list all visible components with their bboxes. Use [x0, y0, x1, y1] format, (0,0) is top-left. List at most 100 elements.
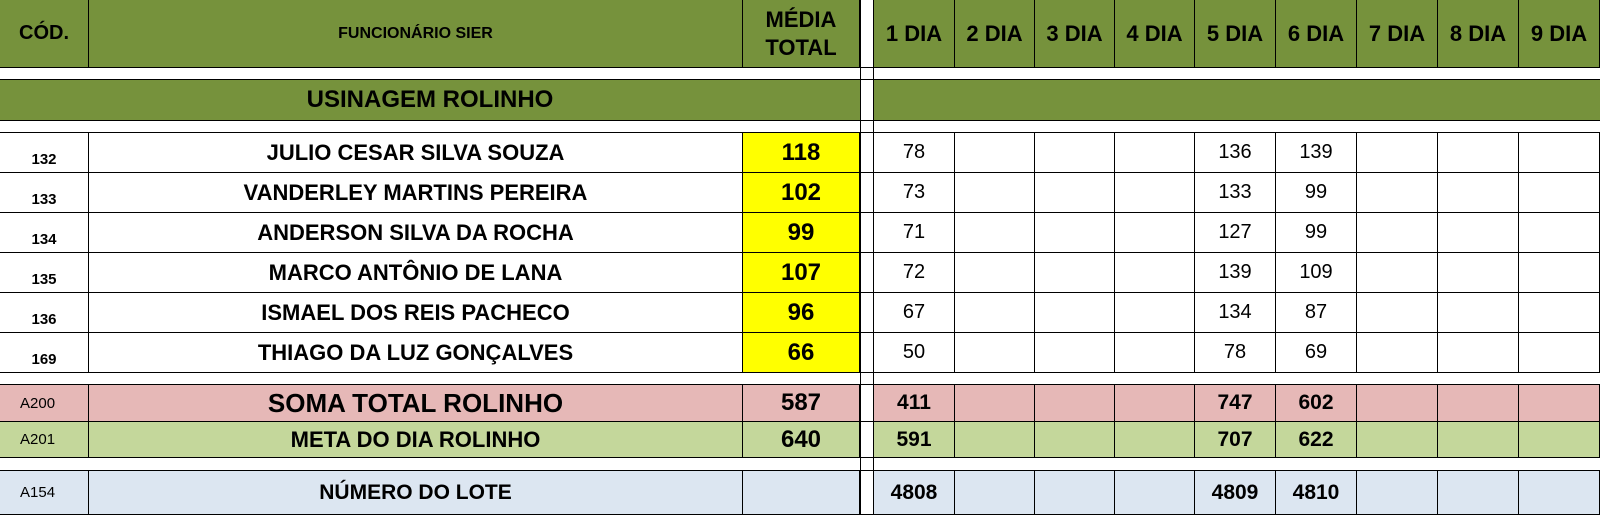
- lote-day-value[interactable]: [1519, 471, 1600, 514]
- employee-day-value[interactable]: [1519, 133, 1600, 172]
- employee-day-value[interactable]: 78: [874, 133, 955, 172]
- employee-day-value[interactable]: [955, 253, 1035, 292]
- employee-name[interactable]: MARCO ANTÔNIO DE LANA: [89, 253, 743, 292]
- meta-day-value[interactable]: [1035, 422, 1115, 457]
- lote-day-value[interactable]: [1115, 471, 1195, 514]
- employee-name[interactable]: JULIO CESAR SILVA SOUZA: [89, 133, 743, 172]
- employee-day-value[interactable]: 71: [874, 213, 955, 252]
- employee-day-value[interactable]: [1519, 293, 1600, 332]
- header-day-3[interactable]: 3 DIA: [1035, 0, 1115, 67]
- employee-day-value[interactable]: [1438, 293, 1519, 332]
- employee-day-value[interactable]: 99: [1276, 173, 1357, 212]
- soma-day-value[interactable]: [1438, 385, 1519, 421]
- employee-day-value[interactable]: [1519, 253, 1600, 292]
- lote-cod[interactable]: A154: [0, 471, 89, 514]
- header-day-9[interactable]: 9 DIA: [1519, 0, 1600, 67]
- employee-name[interactable]: VANDERLEY MARTINS PEREIRA: [89, 173, 743, 212]
- employee-day-value[interactable]: 139: [1195, 253, 1276, 292]
- employee-day-value[interactable]: [1357, 213, 1438, 252]
- employee-day-value[interactable]: 67: [874, 293, 955, 332]
- meta-day-value[interactable]: 622: [1276, 422, 1357, 457]
- employee-day-value[interactable]: [1519, 333, 1600, 372]
- lote-day-value[interactable]: [1438, 471, 1519, 514]
- header-funcionario[interactable]: FUNCIONÁRIO SIER: [89, 0, 743, 67]
- meta-day-value[interactable]: [1438, 422, 1519, 457]
- soma-day-value[interactable]: 747: [1195, 385, 1276, 421]
- employee-day-value[interactable]: [1357, 333, 1438, 372]
- soma-media[interactable]: 587: [743, 385, 860, 421]
- employee-day-value[interactable]: 133: [1195, 173, 1276, 212]
- employee-day-value[interactable]: [1115, 253, 1195, 292]
- employee-day-value[interactable]: [955, 173, 1035, 212]
- employee-day-value[interactable]: [955, 293, 1035, 332]
- header-cod[interactable]: CÓD.: [0, 0, 89, 67]
- meta-day-value[interactable]: 591: [874, 422, 955, 457]
- lote-label[interactable]: NÚMERO DO LOTE: [89, 471, 743, 514]
- employee-media[interactable]: 66: [743, 333, 860, 372]
- employee-day-value[interactable]: [1115, 333, 1195, 372]
- soma-day-value[interactable]: [1115, 385, 1195, 421]
- employee-cod[interactable]: 136: [0, 293, 89, 332]
- employee-day-value[interactable]: [1357, 173, 1438, 212]
- employee-day-value[interactable]: [955, 333, 1035, 372]
- employee-day-value[interactable]: 69: [1276, 333, 1357, 372]
- employee-day-value[interactable]: [1438, 133, 1519, 172]
- header-day-1[interactable]: 1 DIA: [874, 0, 955, 67]
- employee-day-value[interactable]: 139: [1276, 133, 1357, 172]
- employee-cod[interactable]: 169: [0, 333, 89, 372]
- meta-day-value[interactable]: [1115, 422, 1195, 457]
- meta-day-value[interactable]: [1357, 422, 1438, 457]
- employee-day-value[interactable]: [1357, 253, 1438, 292]
- employee-day-value[interactable]: 109: [1276, 253, 1357, 292]
- soma-cod[interactable]: A200: [0, 385, 89, 421]
- employee-day-value[interactable]: [1035, 133, 1115, 172]
- employee-media[interactable]: 96: [743, 293, 860, 332]
- employee-name[interactable]: THIAGO DA LUZ GONÇALVES: [89, 333, 743, 372]
- employee-day-value[interactable]: 72: [874, 253, 955, 292]
- soma-day-value[interactable]: [1357, 385, 1438, 421]
- employee-day-value[interactable]: 99: [1276, 213, 1357, 252]
- employee-day-value[interactable]: [1035, 333, 1115, 372]
- employee-day-value[interactable]: [1035, 173, 1115, 212]
- header-media-total[interactable]: MÉDIA TOTAL: [743, 0, 860, 67]
- employee-day-value[interactable]: 87: [1276, 293, 1357, 332]
- employee-day-value[interactable]: 136: [1195, 133, 1276, 172]
- employee-media[interactable]: 118: [743, 133, 860, 172]
- header-day-8[interactable]: 8 DIA: [1438, 0, 1519, 67]
- lote-day-value[interactable]: [1035, 471, 1115, 514]
- soma-day-value[interactable]: [1035, 385, 1115, 421]
- meta-day-value[interactable]: [955, 422, 1035, 457]
- lote-media[interactable]: [743, 471, 860, 514]
- employee-day-value[interactable]: [1357, 293, 1438, 332]
- lote-day-value[interactable]: 4808: [874, 471, 955, 514]
- meta-media[interactable]: 640: [743, 422, 860, 457]
- soma-day-value[interactable]: 411: [874, 385, 955, 421]
- employee-cod[interactable]: 133: [0, 173, 89, 212]
- soma-day-value[interactable]: [955, 385, 1035, 421]
- employee-day-value[interactable]: 50: [874, 333, 955, 372]
- employee-day-value[interactable]: [1438, 213, 1519, 252]
- meta-day-value[interactable]: [1519, 422, 1600, 457]
- employee-day-value[interactable]: [955, 133, 1035, 172]
- employee-day-value[interactable]: 127: [1195, 213, 1276, 252]
- lote-day-value[interactable]: 4810: [1276, 471, 1357, 514]
- soma-day-value[interactable]: [1519, 385, 1600, 421]
- employee-day-value[interactable]: 73: [874, 173, 955, 212]
- employee-day-value[interactable]: [1115, 213, 1195, 252]
- meta-cod[interactable]: A201: [0, 422, 89, 457]
- employee-name[interactable]: ANDERSON SILVA DA ROCHA: [89, 213, 743, 252]
- header-day-6[interactable]: 6 DIA: [1276, 0, 1357, 67]
- employee-day-value[interactable]: [1519, 213, 1600, 252]
- lote-day-value[interactable]: [955, 471, 1035, 514]
- lote-day-value[interactable]: [1357, 471, 1438, 514]
- lote-day-value[interactable]: 4809: [1195, 471, 1276, 514]
- header-day-7[interactable]: 7 DIA: [1357, 0, 1438, 67]
- employee-day-value[interactable]: [1438, 253, 1519, 292]
- header-day-4[interactable]: 4 DIA: [1115, 0, 1195, 67]
- employee-day-value[interactable]: [1035, 213, 1115, 252]
- employee-day-value[interactable]: [1519, 173, 1600, 212]
- employee-day-value[interactable]: [1035, 253, 1115, 292]
- employee-day-value[interactable]: 134: [1195, 293, 1276, 332]
- meta-day-value[interactable]: 707: [1195, 422, 1276, 457]
- employee-media[interactable]: 99: [743, 213, 860, 252]
